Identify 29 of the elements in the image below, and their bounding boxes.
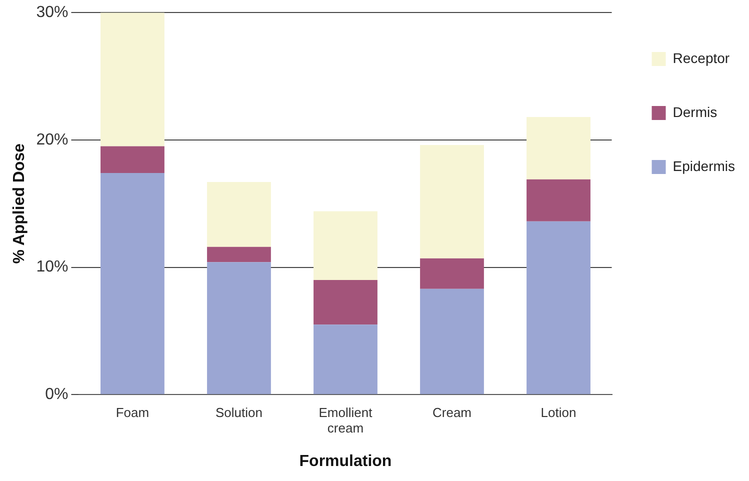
bar [100, 173, 164, 394]
x-tick-label: Foam [116, 404, 150, 420]
bar [314, 280, 378, 325]
x-axis-title: Formulation [299, 452, 392, 470]
x-tick-label: Lotion [540, 404, 576, 420]
bar [314, 324, 378, 394]
bar [420, 258, 484, 289]
legend-label: Epidermis [672, 158, 736, 174]
bar [314, 211, 378, 280]
legend-label: Dermis [672, 104, 718, 120]
bar [100, 12, 164, 146]
bar [100, 146, 164, 174]
y-tick-label: 20% [36, 131, 68, 148]
x-tick-label: Solution [215, 404, 262, 420]
legend-label: Receptor [672, 50, 730, 66]
bar [526, 117, 590, 180]
bar [526, 221, 590, 394]
bar [207, 262, 271, 394]
bar [420, 288, 484, 394]
x-tick-label: Cream [432, 404, 472, 420]
y-tick-label: 0% [45, 386, 68, 404]
bar [526, 179, 590, 222]
bar [420, 145, 484, 258]
y-axis-title: % Applied Dose [11, 143, 28, 264]
y-tick-label: 30% [36, 4, 68, 22]
bar [207, 246, 271, 262]
x-tick-label: Emollient cream [318, 404, 373, 436]
bar [207, 182, 271, 247]
y-tick-label: 10% [36, 258, 68, 276]
